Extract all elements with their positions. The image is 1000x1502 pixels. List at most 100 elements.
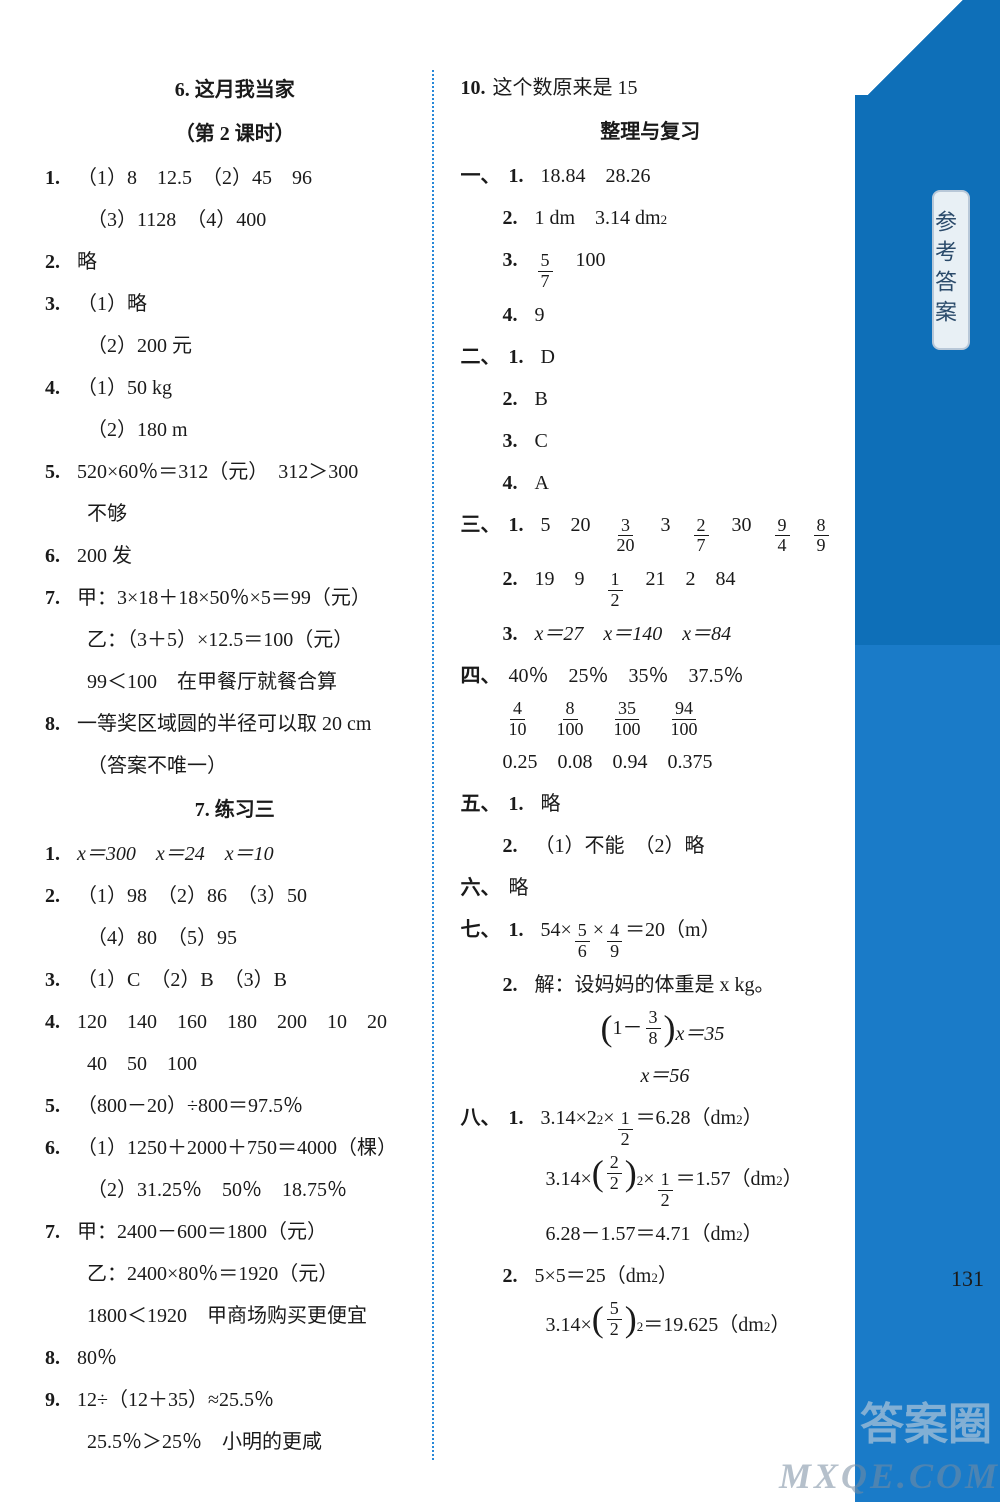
answer-text: （1）8 12.5 （2）45 96 [77, 159, 312, 197]
answer-text: （2）200 元 [87, 327, 192, 365]
answer-line: 2.5×5＝25（dm2） [461, 1257, 841, 1295]
answer-line: 五、1.略 [461, 785, 841, 823]
answer-line: 2.19 9 12 21 2 84 [461, 560, 841, 611]
answer-line: 99＜100 在甲餐厅就餐合算 [45, 663, 425, 701]
answer-text: 乙：2400×80％＝1920（元） [87, 1255, 338, 1293]
answer-line: 乙：2400×80％＝1920（元） [45, 1255, 425, 1293]
answer-text: （答案不唯一） [87, 747, 227, 785]
answer-text: D [541, 338, 555, 376]
answer-text: 3 [641, 506, 691, 544]
item-num: 9. [45, 1381, 77, 1419]
item-num: 4. [45, 369, 77, 407]
answer-text: （1）1250＋2000＋750＝4000（棵） [77, 1129, 397, 1167]
fraction: 12 [658, 1170, 673, 1211]
answer-text: ＝20（m） [625, 911, 721, 949]
answer-text: ＝19.625（dm [643, 1306, 764, 1344]
item-num: 1. [509, 785, 541, 823]
answer-text: 9 [535, 296, 545, 334]
section-num: 三、 [461, 506, 509, 544]
answer-line: （2）31.25％ 50％ 18.75％ [45, 1171, 425, 1209]
item-num: 8. [45, 705, 77, 743]
answer-text: 99＜100 在甲餐厅就餐合算 [87, 663, 337, 701]
answer-text: 3.14×2 [541, 1099, 597, 1137]
answer-text: 40％ 25％ 35％ 37.5％ [509, 657, 744, 695]
answer-text: 40 50 100 [87, 1045, 197, 1083]
answer-line: 2.解：设妈妈的体重是 x kg。 [461, 966, 841, 1004]
answer-text: 解：设妈妈的体重是 x kg。 [535, 966, 775, 1004]
answer-line: （2）180 m [45, 411, 425, 449]
answer-line: 1.（1）8 12.5 （2）45 96 [45, 159, 425, 197]
answer-text: ） [783, 1160, 803, 1198]
fraction: 410 [506, 699, 530, 740]
fraction: 8100 [554, 699, 587, 740]
answer-text: 100 [556, 241, 606, 279]
item-num: 3. [503, 615, 535, 653]
answer-line: 乙：（3＋5）×12.5＝100（元） [45, 621, 425, 659]
superscript: 2 [661, 208, 668, 233]
answer-text: 5×5＝25（dm [535, 1257, 652, 1295]
fraction: 94100 [668, 699, 701, 740]
answer-text: ＝6.28（dm [636, 1099, 737, 1137]
answer-text: 0.25 0.08 0.94 0.375 [503, 743, 713, 781]
fraction: 89 [814, 516, 829, 557]
fraction: 94 [775, 516, 790, 557]
answer-text: （1）98 （2）86 （3）50 [77, 877, 307, 915]
fraction: 52 [607, 1299, 622, 1340]
answer-line: 3.（1）略 [45, 285, 425, 323]
answer-text: ） [770, 1306, 790, 1344]
answer-text: 25.5％＞25％ 小明的更咸 [87, 1423, 322, 1461]
fraction: 27 [694, 516, 709, 557]
answer-line: 2.1 dm 3.14 dm2 [461, 199, 841, 237]
answer-line: 3.57 100 [461, 241, 841, 292]
answer-line: 6.（1）1250＋2000＋750＝4000（棵） [45, 1129, 425, 1167]
answer-text: （2）31.25％ 50％ 18.75％ [87, 1171, 347, 1209]
answer-text: 54× [541, 911, 572, 949]
section-num: 五、 [461, 785, 509, 823]
item-num: 1. [509, 506, 541, 544]
answer-text: ） [743, 1215, 763, 1253]
section-heading: 整理与复习 [461, 113, 841, 151]
watermark-url: MXQE.COM [779, 1455, 1000, 1497]
fraction: 22 [607, 1153, 622, 1194]
answer-text: 3.14× [546, 1160, 592, 1198]
answer-line: 4.A [461, 464, 841, 502]
fraction: 320 [614, 516, 638, 557]
item-num: 1. [509, 338, 541, 376]
item-num: 2. [503, 560, 535, 598]
paren-expression: (22) [592, 1153, 637, 1194]
item-num: 7. [45, 1213, 77, 1251]
answer-line: 3.x＝27 x＝140 x＝84 [461, 615, 841, 653]
answer-line: 六、略 [461, 869, 841, 907]
item-num: 3. [45, 961, 77, 999]
item-num: 1. [509, 1099, 541, 1137]
answer-text: 这个数原来是 15 [493, 69, 638, 107]
section-num: 二、 [461, 338, 509, 376]
answer-text: 80％ [77, 1339, 117, 1377]
answer-line: 6.28－1.57＝4.71（dm2） [461, 1215, 841, 1253]
answer-text: （3）1128 （4）400 [87, 201, 266, 239]
item-num: 2. [503, 199, 535, 237]
section-heading: 7. 练习三 [45, 791, 425, 829]
answer-text: （800－20）÷800＝97.5％ [77, 1087, 303, 1125]
answer-text: （1）不能 （2）略 [535, 827, 705, 865]
answer-line: 3.C [461, 422, 841, 460]
answer-line: 七、1.54×56×49＝20（m） [461, 911, 841, 962]
section-num: 一、 [461, 157, 509, 195]
answer-line: 8.80％ [45, 1339, 425, 1377]
fraction: 12 [618, 1109, 633, 1150]
answer-text: 30 [712, 506, 772, 544]
item-num: 1. [509, 911, 541, 949]
answer-line: 3.（1）C （2）B （3）B [45, 961, 425, 999]
answer-text: （4）80 （5）95 [87, 919, 237, 957]
answer-line: 410 8100 35100 94100 [461, 699, 841, 740]
item-num: 2. [503, 380, 535, 418]
item-num: 3. [503, 241, 535, 279]
fraction: 38 [646, 1008, 661, 1049]
answer-text: x＝300 x＝24 x＝10 [77, 835, 274, 873]
answer-line: 八、1.3.14×22×12＝6.28（dm2） [461, 1099, 841, 1150]
answer-line: （4）80 （5）95 [45, 919, 425, 957]
answer-text: 3.14× [546, 1306, 592, 1344]
section-heading: 6. 这月我当家 [45, 71, 425, 109]
fraction: 56 [575, 921, 590, 962]
item-num: 3. [503, 422, 535, 460]
